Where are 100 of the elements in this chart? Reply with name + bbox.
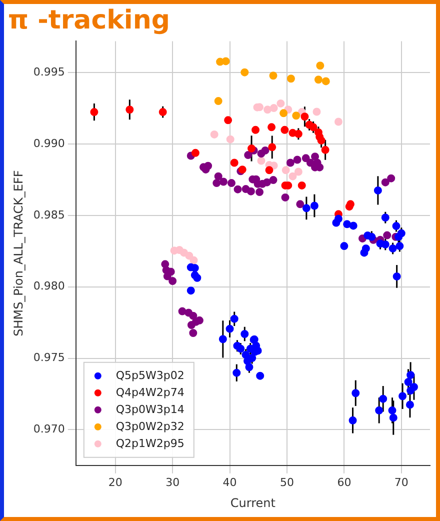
- point: [387, 174, 396, 182]
- point: [312, 108, 321, 116]
- point: [281, 193, 290, 202]
- x-tick-label: 70: [394, 476, 408, 489]
- point: [191, 148, 200, 157]
- point: [348, 416, 357, 424]
- point: [224, 116, 232, 124]
- point: [276, 99, 285, 108]
- point: [334, 118, 342, 126]
- point: [269, 176, 278, 184]
- point: [270, 104, 278, 112]
- point: [317, 136, 326, 144]
- y-tick-label: 0.975: [33, 351, 65, 364]
- point: [252, 126, 260, 134]
- y-axis-title: SHMS_Pion_ALL_TRACK_EFF: [11, 170, 26, 336]
- point: [294, 130, 302, 138]
- point: [388, 406, 396, 414]
- point: [311, 152, 320, 161]
- point: [256, 372, 264, 380]
- legend-label: Q4p4W2p74: [116, 386, 184, 399]
- point: [230, 158, 238, 167]
- point: [381, 240, 390, 248]
- point: [296, 200, 304, 208]
- point: [262, 178, 271, 186]
- point: [379, 394, 388, 403]
- point: [234, 185, 242, 194]
- point: [227, 179, 236, 188]
- x-tick-label: 40: [222, 476, 237, 489]
- point: [388, 244, 397, 252]
- point: [236, 344, 245, 353]
- point: [232, 368, 241, 377]
- point: [294, 168, 302, 176]
- point: [310, 202, 318, 210]
- point: [219, 178, 228, 186]
- y-tick-label: 0.985: [33, 208, 65, 222]
- point: [302, 204, 310, 212]
- point: [189, 312, 198, 320]
- point: [286, 74, 295, 83]
- point: [300, 112, 309, 121]
- x-tick-label: 30: [166, 476, 180, 489]
- point: [381, 178, 390, 186]
- point: [187, 321, 196, 329]
- point: [293, 156, 302, 164]
- legend-label: Q5p5W3p02: [116, 368, 184, 382]
- point: [383, 231, 392, 240]
- point: [298, 181, 306, 190]
- point: [240, 330, 249, 338]
- point: [190, 271, 199, 280]
- legend-label: Q3p0W3p14: [116, 402, 184, 416]
- legend-label: Q3p0W2p32: [116, 420, 184, 433]
- point: [398, 392, 407, 400]
- point: [214, 172, 222, 180]
- point: [406, 370, 415, 379]
- point: [389, 414, 398, 422]
- point: [346, 200, 354, 208]
- point: [352, 389, 360, 398]
- point: [362, 244, 370, 252]
- x-tick-label: 20: [108, 476, 122, 489]
- point: [214, 97, 222, 106]
- point: [280, 126, 289, 134]
- y-tick-label: 0.970: [33, 422, 65, 436]
- point: [381, 214, 390, 222]
- point: [406, 400, 414, 409]
- point: [340, 242, 348, 250]
- x-tick-label: 60: [337, 476, 352, 489]
- point: [158, 108, 167, 116]
- point: [268, 123, 276, 132]
- point: [218, 335, 227, 344]
- y-tick-label: 0.990: [33, 136, 65, 150]
- point: [245, 363, 254, 372]
- point: [261, 146, 270, 154]
- point: [222, 57, 230, 66]
- point: [190, 256, 198, 264]
- y-tick-label: 0.995: [33, 65, 65, 78]
- point: [368, 232, 376, 241]
- point: [321, 146, 330, 154]
- point: [314, 76, 322, 84]
- point: [246, 187, 255, 196]
- chart-title: π -tracking: [8, 5, 170, 36]
- legend-label: Q2p1W2p95: [116, 436, 184, 450]
- point: [264, 106, 272, 114]
- point: [240, 68, 249, 76]
- point: [375, 406, 384, 414]
- point: [392, 272, 401, 280]
- y-tick-label: 0.980: [33, 280, 65, 293]
- point: [189, 329, 198, 337]
- point: [168, 277, 177, 286]
- point: [256, 188, 264, 196]
- point: [126, 106, 134, 114]
- point: [322, 77, 330, 86]
- point: [226, 135, 234, 144]
- x-axis-title: Current: [230, 496, 276, 510]
- point: [226, 324, 234, 333]
- point: [410, 382, 418, 391]
- point: [404, 378, 412, 386]
- point: [334, 214, 342, 223]
- point: [230, 314, 238, 323]
- point: [162, 266, 170, 274]
- point: [268, 143, 276, 152]
- point: [309, 123, 318, 132]
